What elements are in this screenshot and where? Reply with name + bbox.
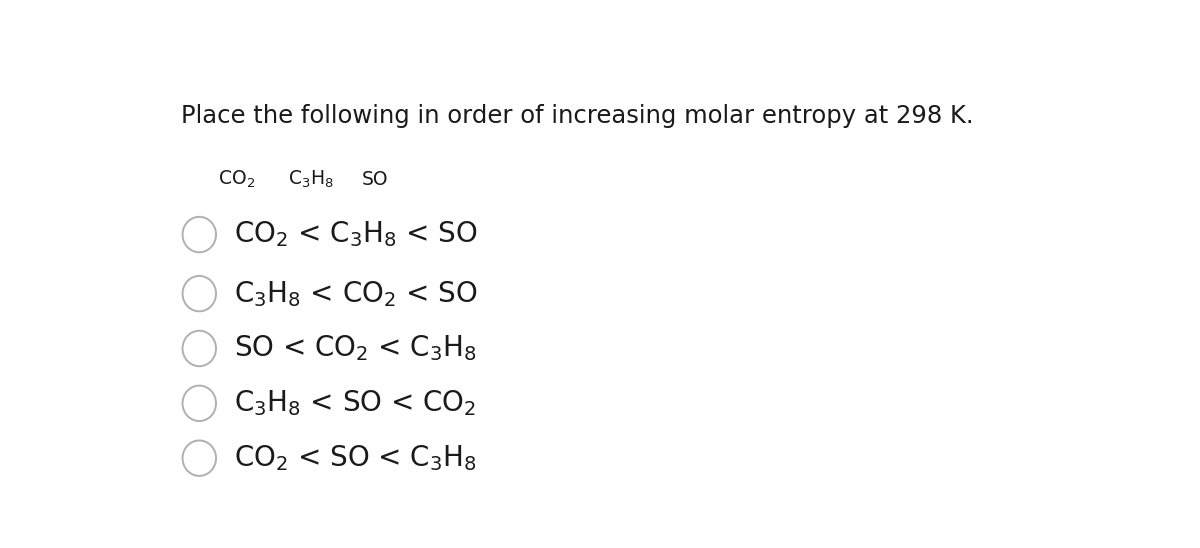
Ellipse shape	[182, 217, 216, 252]
Text: C$_3$H$_8$ < CO$_2$ < SO: C$_3$H$_8$ < CO$_2$ < SO	[234, 279, 478, 309]
Ellipse shape	[182, 276, 216, 311]
Text: CO$_2$: CO$_2$	[218, 169, 256, 190]
Text: SO: SO	[362, 170, 389, 189]
Ellipse shape	[182, 331, 216, 366]
Text: C$_3$H$_8$ < SO < CO$_2$: C$_3$H$_8$ < SO < CO$_2$	[234, 389, 476, 418]
Ellipse shape	[182, 441, 216, 476]
Ellipse shape	[182, 386, 216, 421]
Text: Place the following in order of increasing molar entropy at 298 K.: Place the following in order of increasi…	[181, 104, 973, 128]
Text: CO$_2$ < C$_3$H$_8$ < SO: CO$_2$ < C$_3$H$_8$ < SO	[234, 220, 478, 249]
Text: CO$_2$ < SO < C$_3$H$_8$: CO$_2$ < SO < C$_3$H$_8$	[234, 443, 476, 473]
Text: SO < CO$_2$ < C$_3$H$_8$: SO < CO$_2$ < C$_3$H$_8$	[234, 334, 476, 363]
Text: C$_3$H$_8$: C$_3$H$_8$	[288, 169, 334, 190]
